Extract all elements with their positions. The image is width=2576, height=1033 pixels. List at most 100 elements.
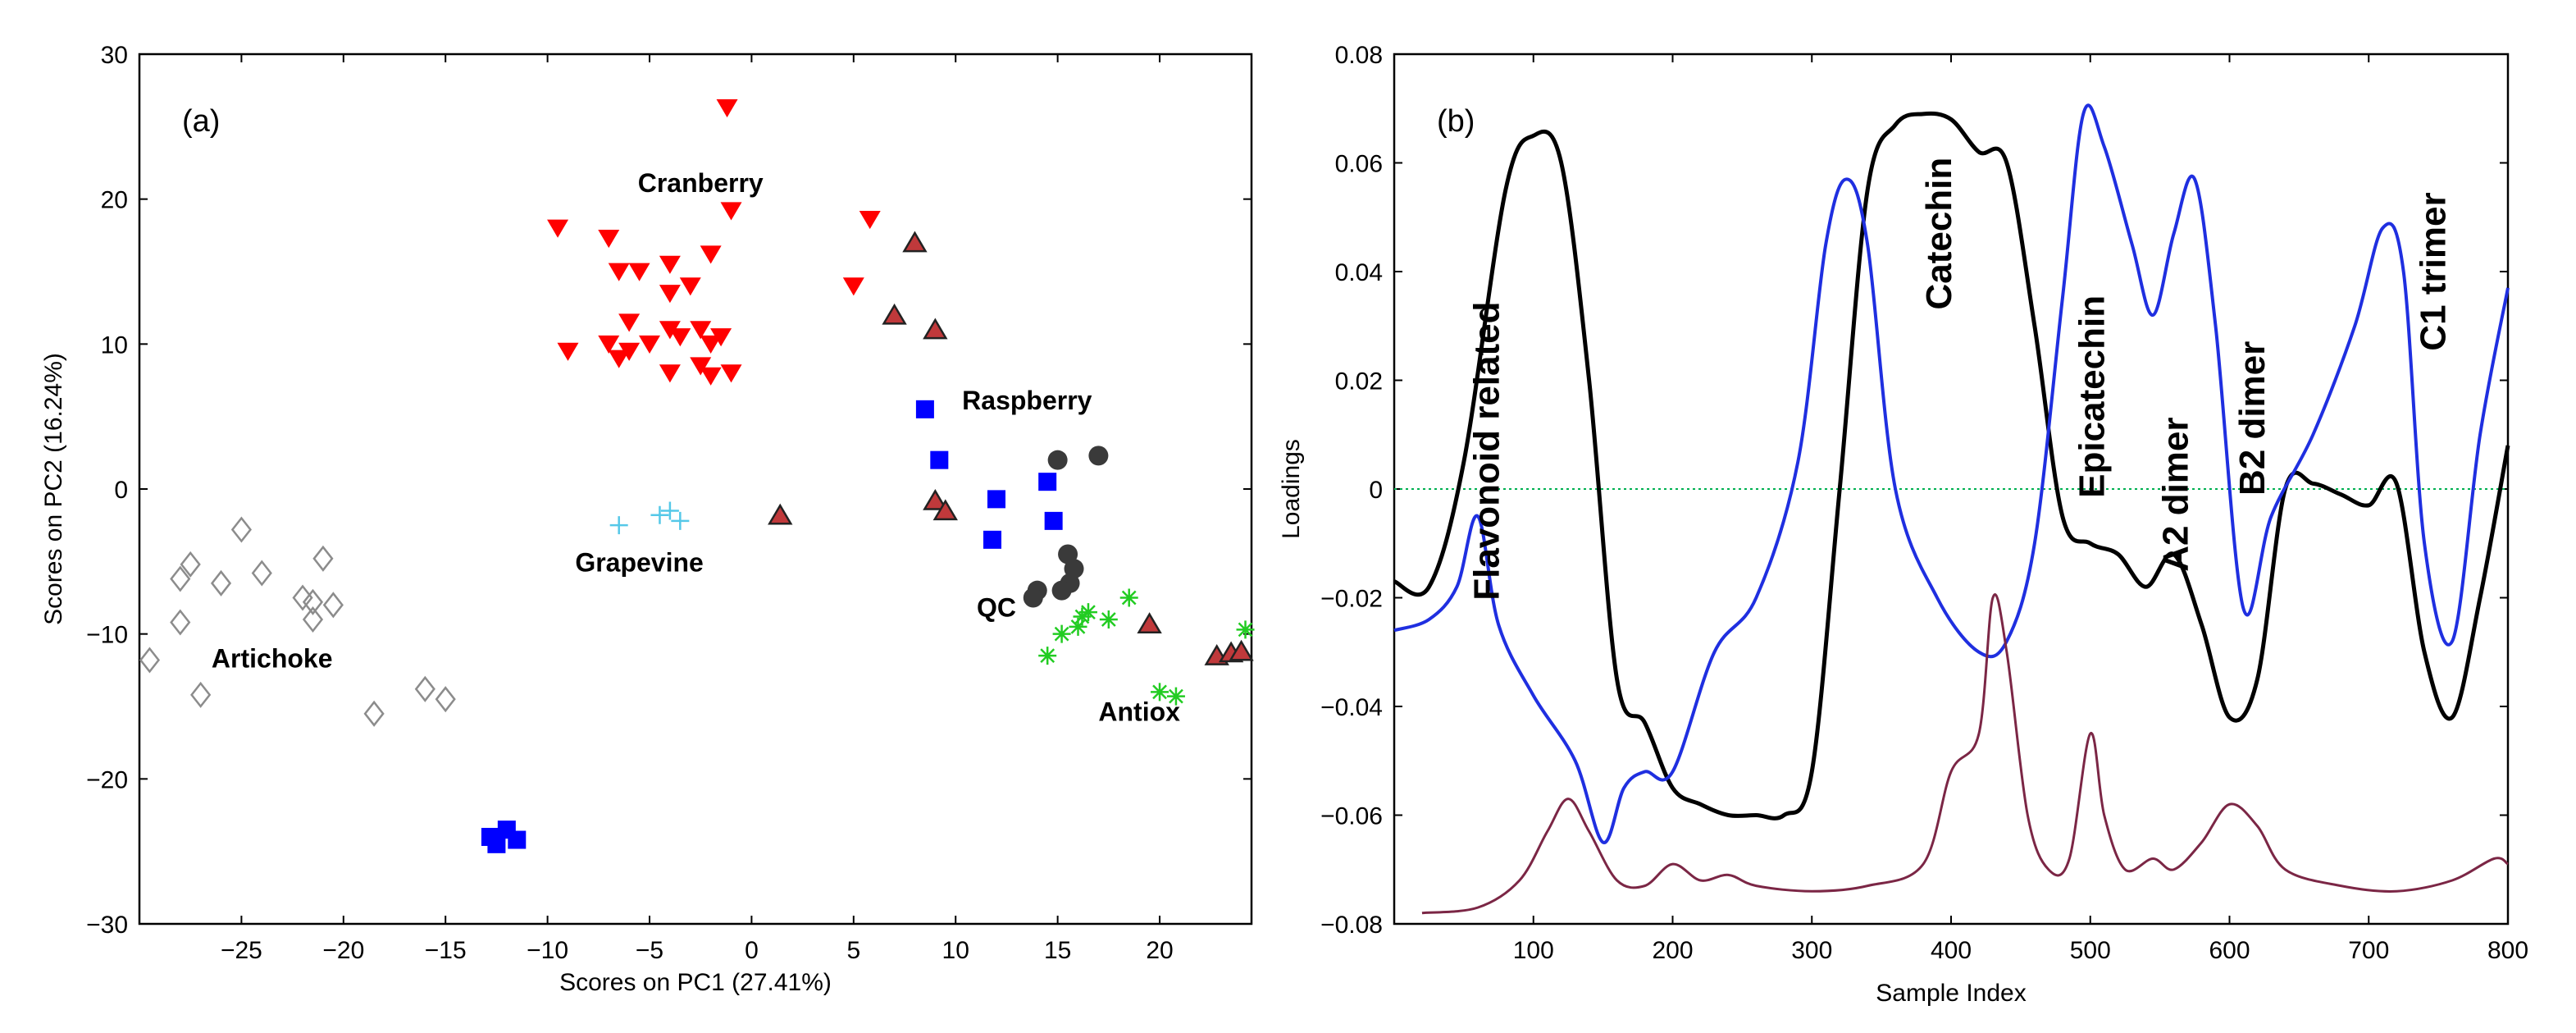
antiox-point (1038, 647, 1057, 665)
cranberry-point (720, 364, 742, 383)
antiox-point (1119, 588, 1138, 607)
x-tick-label: 300 (1791, 937, 1832, 964)
antiox-point (1099, 610, 1118, 628)
scores-plot-x-axis-label: Scores on PC1 (27.41%) (559, 969, 832, 996)
group-label: QC (977, 592, 1016, 622)
artichoke-point (170, 565, 191, 592)
raspberry-point (930, 450, 949, 469)
cranberry-point (859, 211, 881, 230)
peak-annotation: C1 trimer (2414, 192, 2454, 350)
grapevine-point (671, 511, 690, 530)
raspberry-point (915, 400, 934, 418)
antiox-point (1166, 687, 1185, 706)
y-tick-label: 0.08 (1335, 42, 1383, 69)
scores-plot-panel-label: (a) (182, 104, 220, 139)
cranberry-point (557, 342, 579, 361)
y-tick-label: 30 (101, 42, 128, 69)
antiox-point (1236, 620, 1255, 639)
x-tick-label: 15 (1044, 937, 1071, 964)
cranberry-point (669, 328, 691, 347)
antiox-point (1151, 683, 1169, 702)
antiox-point (1078, 603, 1097, 622)
loadings-plot-panel-label: (b) (1437, 104, 1475, 139)
pc2-loadings-line (1393, 103, 2510, 844)
cranberry-point (598, 335, 620, 354)
antiox-point (1052, 624, 1071, 643)
artichoke-point (170, 609, 191, 636)
x-tick-label: 700 (2348, 937, 2389, 964)
loadings-plot-panel: 100 200 300 400 500 600 700 800 −0.08 −0.06 −0.04 −… (1278, 42, 2528, 1007)
loadings-plot-ticks: 100 200 300 400 500 600 700 800 −0.08 −0.06 −0.04 −… (1320, 42, 2528, 964)
raspberry-point (508, 830, 527, 849)
scores-plot-group-labels: Cranberry Raspberry Grapevine Artichoke QC An… (212, 168, 1180, 727)
x-tick-label: 200 (1652, 937, 1693, 964)
cranberry-outlined-point (1229, 639, 1254, 661)
loadings-plot-annotations: Flavonoid related Catechin Epicatechin A2 d… (1466, 158, 2453, 601)
group-label: Grapevine (575, 548, 704, 578)
cranberry-point (700, 245, 722, 264)
cranberry-point (690, 357, 712, 376)
raspberry-point (481, 828, 499, 846)
cranberry-point (639, 335, 661, 354)
x-tick-label: 800 (2487, 937, 2528, 964)
x-tick-label: −15 (425, 937, 467, 964)
artichoke-point (292, 584, 313, 611)
antiox-point (1073, 607, 1092, 626)
cranberry-point (628, 263, 650, 281)
cranberry-point (659, 321, 681, 340)
y-tick-label: −10 (86, 622, 128, 649)
artichoke-point (302, 606, 324, 633)
artichoke-point (210, 569, 232, 596)
artichoke-point (230, 516, 252, 543)
raspberry-point (1044, 511, 1063, 530)
cranberry-outlined-point (1137, 612, 1162, 633)
grapevine-point (650, 505, 669, 524)
grapevine-point (660, 501, 679, 520)
group-label: Artichoke (212, 643, 333, 673)
y-tick-label: −0.04 (1320, 694, 1383, 721)
x-tick-label: 0 (745, 937, 759, 964)
cranberry-point (720, 202, 742, 221)
raspberry-point (987, 490, 1005, 509)
peak-annotation: B2 dimer (2232, 341, 2273, 496)
artichoke-point (312, 545, 334, 572)
group-label: Raspberry (962, 386, 1092, 415)
y-tick-label: −0.08 (1320, 912, 1383, 939)
x-tick-label: 20 (1146, 937, 1173, 964)
scores-plot-points (139, 98, 1255, 853)
peak-annotation: Epicatechin (2072, 295, 2113, 498)
cranberry-point (608, 350, 630, 368)
artichoke-point (414, 675, 435, 702)
cranberry-point (608, 263, 630, 281)
scores-plot-panel: −25 −20 −15 −10 −5 0 5 10 15 20 −30 −20 −10 0 10 20 30 C… (40, 42, 1255, 996)
x-tick-label: 400 (1931, 937, 1972, 964)
y-tick-label: −30 (86, 912, 128, 939)
cranberry-point (659, 255, 681, 274)
raspberry-point (1038, 473, 1057, 491)
artichoke-point (190, 681, 212, 708)
scores-plot-ticks: −25 −20 −15 −10 −5 0 5 10 15 20 −30 −20 −10 0 10 20 30 (86, 42, 1252, 964)
peak-annotation: A2 dimer (2156, 417, 2196, 571)
y-tick-label: 10 (101, 331, 128, 359)
artichoke-point (302, 588, 324, 615)
cranberry-point (700, 367, 722, 386)
loadings-plot-lines (1393, 103, 2510, 915)
peak-annotation: Flavonoid related (1466, 301, 1507, 600)
cranberry-point (659, 364, 681, 383)
x-tick-label: 100 (1513, 937, 1554, 964)
loadings-plot-x-axis-label: Sample Index (1876, 980, 2026, 1007)
y-tick-label: 0.06 (1335, 151, 1383, 178)
qc-point (1023, 587, 1043, 608)
y-tick-label: 20 (101, 187, 128, 214)
y-tick-label: 0 (114, 477, 128, 504)
cranberry-point (842, 277, 864, 296)
cranberry-outlined-point (902, 231, 928, 253)
cranberry-outlined-point (932, 499, 958, 521)
x-tick-label: 10 (942, 937, 969, 964)
cranberry-outlined-point (923, 488, 948, 510)
cranberry-point (618, 313, 641, 332)
cranberry-point (659, 285, 681, 304)
qc-point (1051, 580, 1072, 601)
y-tick-label: 0.04 (1335, 259, 1383, 286)
